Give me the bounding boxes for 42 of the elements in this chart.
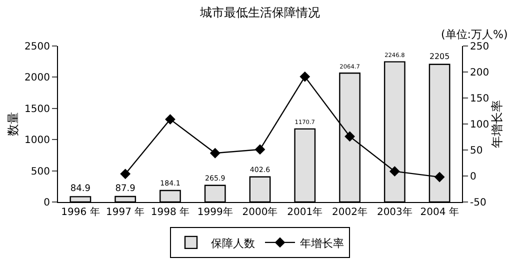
point	[165, 114, 176, 125]
point	[344, 131, 355, 142]
data-label: 2205	[429, 52, 450, 62]
x-tick-label: 1997 年	[106, 206, 145, 218]
x-tick-label: 2003年	[376, 206, 412, 218]
x-tick-label: 2004 年	[420, 206, 459, 218]
y2-tick-label: 150	[470, 94, 490, 104]
y-tick-label: 1500	[24, 104, 50, 115]
y2-tick-label: 250	[470, 42, 490, 52]
point	[389, 166, 400, 177]
point	[120, 168, 131, 180]
x-tick-label: 1996 年	[61, 206, 100, 218]
point	[210, 148, 220, 158]
y-tick-label: 1000	[24, 135, 50, 146]
x-tick-label: 2001年	[287, 206, 323, 218]
legend-label: 保障人数	[211, 236, 255, 250]
point	[254, 144, 266, 155]
y-tick-label: 500	[30, 166, 50, 178]
y2-tick-label: 0	[470, 172, 476, 182]
y2-tick-label: 100	[470, 120, 490, 130]
y2-axis-title: 年增长率	[490, 100, 504, 148]
chart-title: 城市最低生活保障情况	[199, 6, 320, 20]
y2-tick-label: -50	[470, 198, 486, 208]
y-axis-title: 数量	[6, 112, 20, 136]
data-label: 87.9	[115, 184, 136, 194]
point	[434, 172, 445, 182]
y2-tick-label: 200	[470, 68, 490, 78]
x-tick-label: 1998 年	[150, 206, 190, 218]
y2-tick-label: 50	[470, 146, 483, 156]
y-tick-label: 2500	[24, 42, 50, 52]
data-label: 184.1	[160, 178, 180, 188]
x-tick-label: 2000年	[242, 206, 278, 218]
text: (单位:万人%)	[441, 28, 508, 41]
point	[300, 71, 310, 82]
data-label: 84.9	[70, 184, 91, 194]
data-label: 265.9	[205, 173, 226, 182]
legend-label: 年增长率	[300, 236, 344, 250]
y-tick-label: 0	[44, 198, 50, 208]
data-label: 402.6	[250, 164, 271, 174]
x-tick-label: 2002年	[332, 206, 368, 218]
y-tick-label: 2000	[24, 72, 50, 84]
x-tick-label: 1999年	[197, 206, 233, 218]
